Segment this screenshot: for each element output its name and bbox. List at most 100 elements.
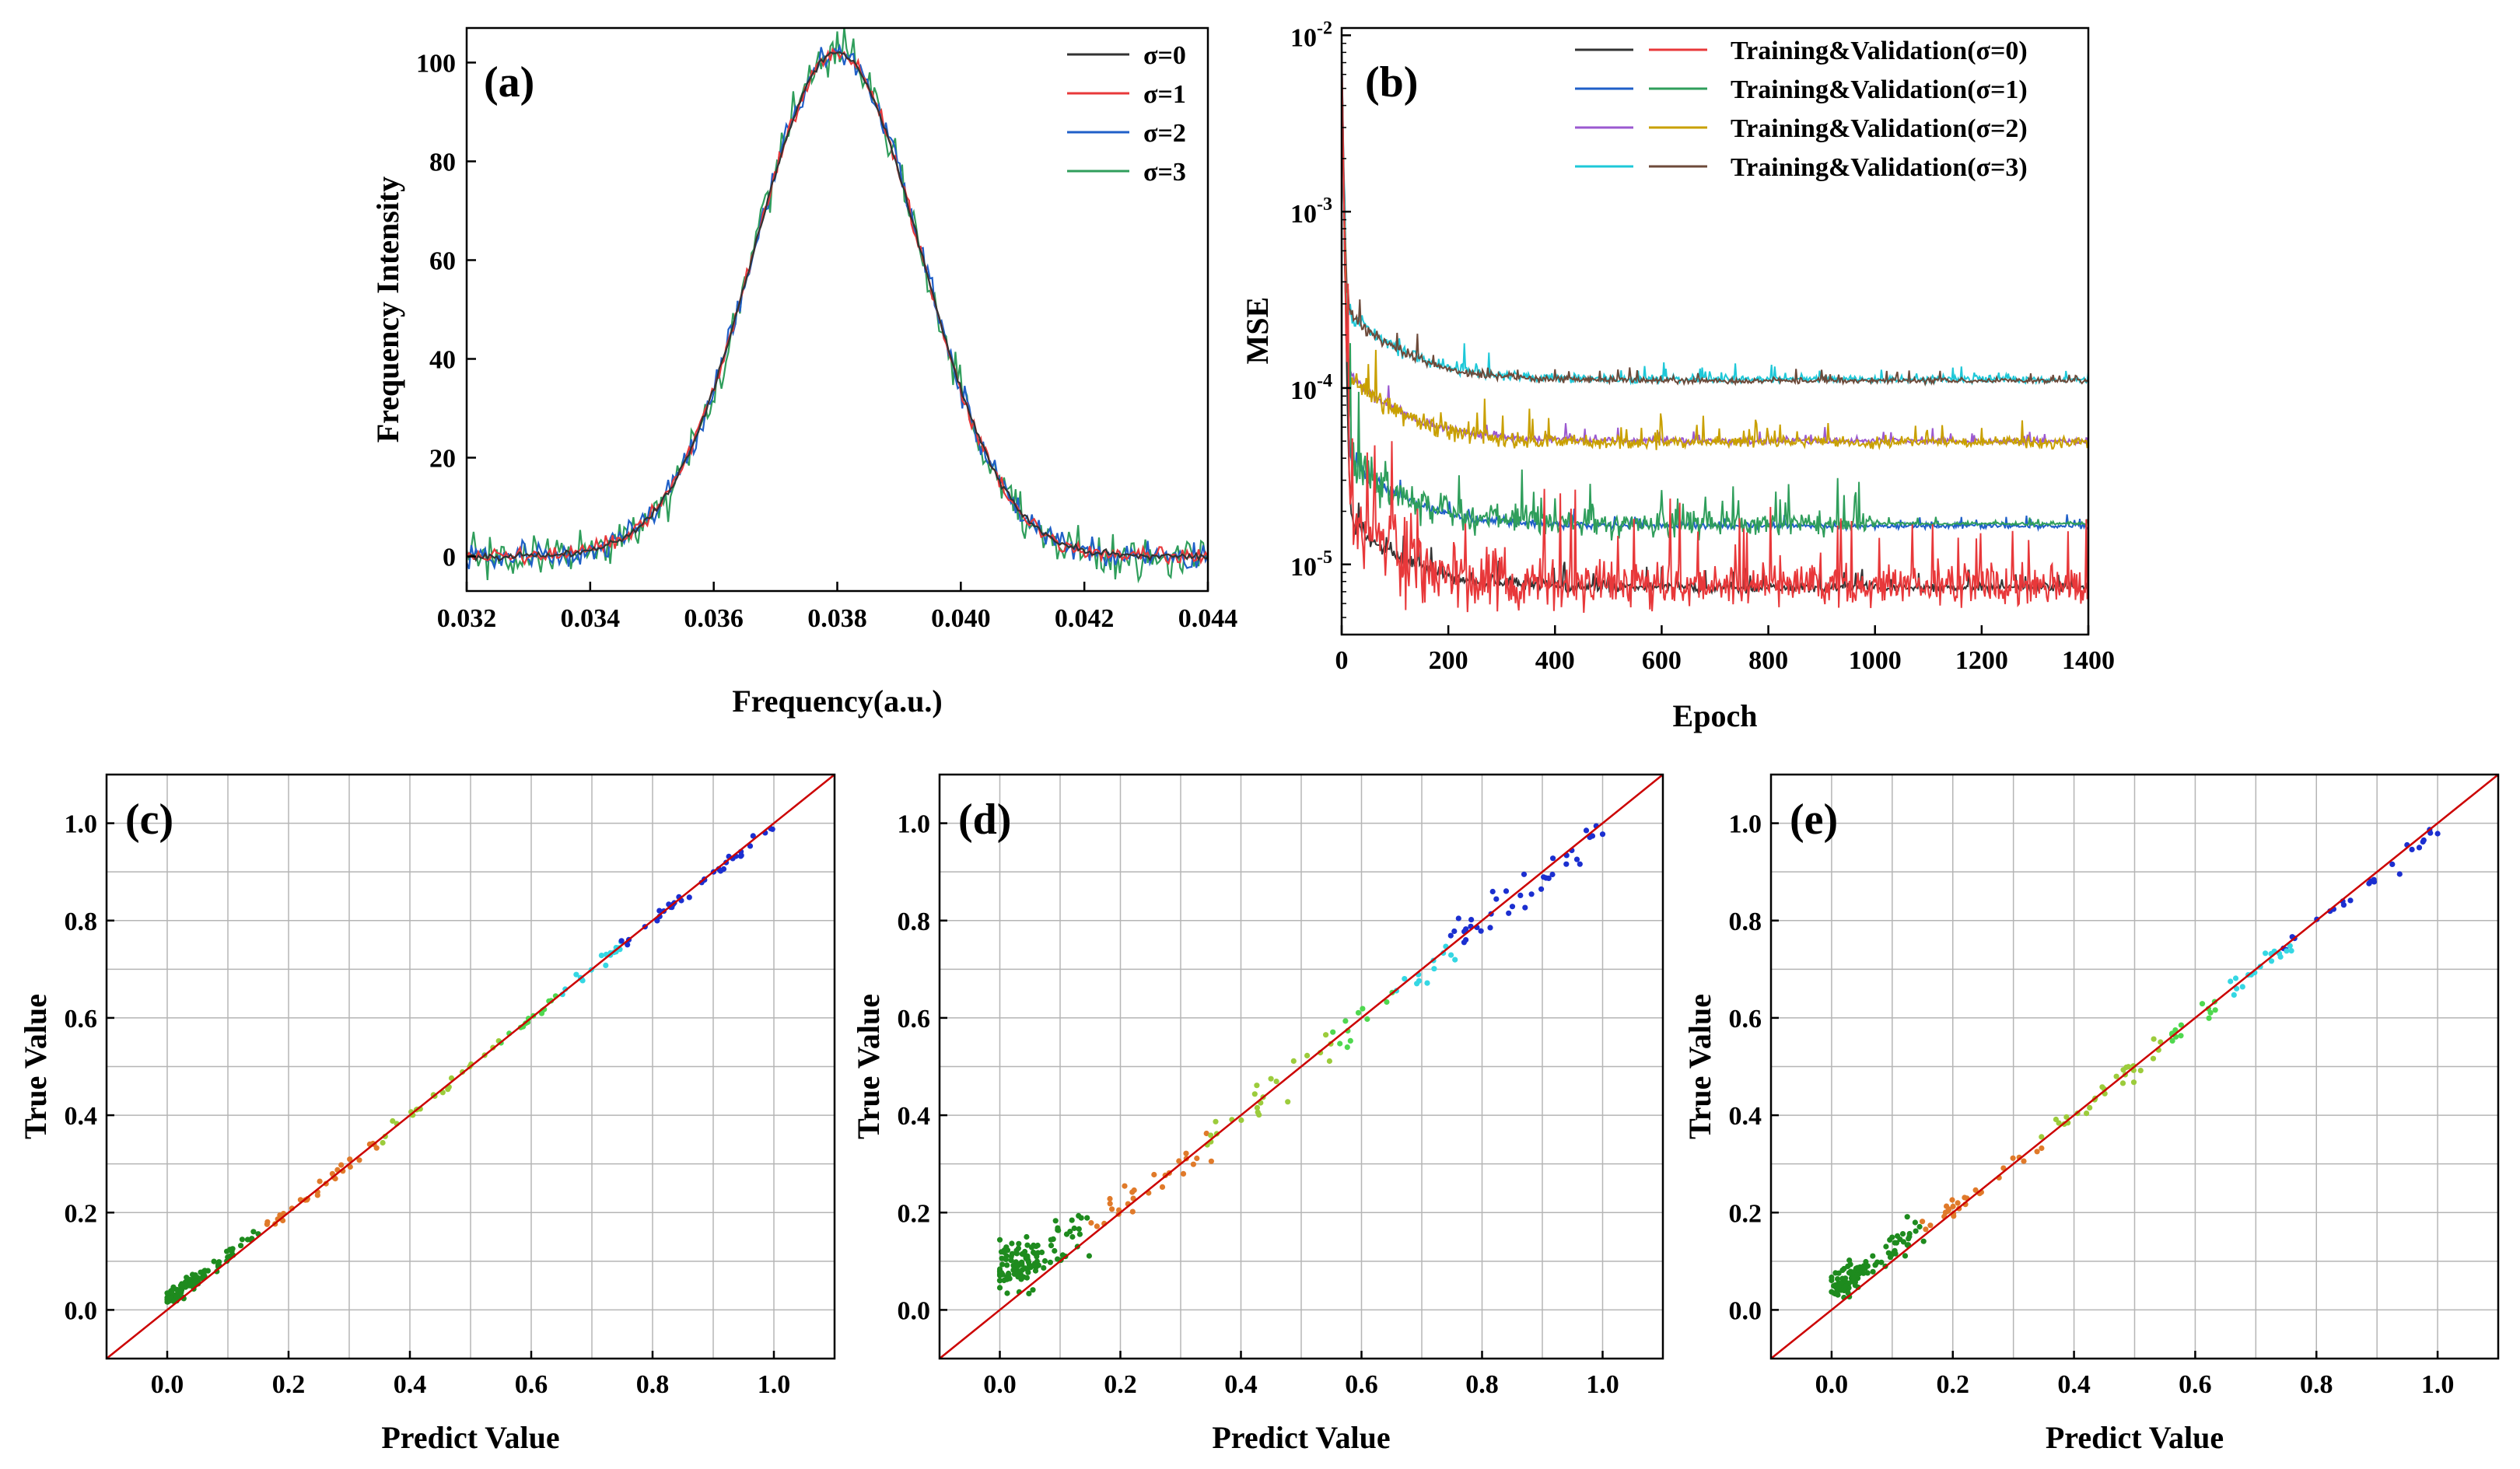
scatter-point <box>996 1278 1003 1284</box>
y-tick-label: 0 <box>443 544 456 572</box>
scatter-point <box>1107 1201 1113 1207</box>
scatter-point <box>1902 1253 1909 1259</box>
scatter-point <box>201 1270 207 1276</box>
scatter-point <box>1129 1208 1136 1215</box>
scatter-point <box>250 1229 257 1235</box>
scatter-point <box>1874 1259 1881 1265</box>
scatter-point <box>1034 1242 1041 1249</box>
scatter-point <box>1004 1262 1010 1268</box>
scatter-point <box>1041 1264 1047 1271</box>
scatter-point <box>2347 897 2354 904</box>
scatter-point <box>1010 1262 1017 1268</box>
x-axis-title: Predict Value <box>381 1420 559 1455</box>
loss-line-1 <box>1342 47 2088 387</box>
scatter-point <box>1208 1132 1214 1138</box>
scatter-point <box>1344 1044 1350 1051</box>
scatter-point <box>1891 1249 1897 1255</box>
legend-label: Training&Validation(σ=0) <box>1731 37 2028 65</box>
scatter-point <box>1084 1215 1090 1221</box>
panel-label: (d) <box>958 796 1011 844</box>
scatter-point <box>1213 1118 1219 1124</box>
scatter-point <box>166 1295 173 1301</box>
tick-exponent: -3 <box>1317 194 1332 215</box>
scatter-point <box>1001 1249 1007 1255</box>
legend-label: Training&Validation(σ=2) <box>1731 114 2028 143</box>
scatter-point <box>2125 1064 2132 1070</box>
scatter-point <box>2120 1067 2126 1073</box>
scatter-point <box>380 1139 386 1146</box>
scatter-point <box>2169 1037 2175 1044</box>
scatter-point <box>317 1178 323 1184</box>
scatter-point <box>192 1272 198 1278</box>
scatter-point <box>356 1157 362 1163</box>
scatter-point <box>338 1162 345 1168</box>
scatter-point <box>1360 1006 1366 1012</box>
scatter-point <box>2063 1114 2070 1120</box>
scatter-point <box>1034 1250 1041 1256</box>
y-tick-label: 0.8 <box>1729 908 1762 936</box>
y-tick-label: 10-4 <box>1290 371 1332 405</box>
scatter-point <box>1030 1287 1036 1293</box>
legend-label: σ=1 <box>1143 80 1186 109</box>
y-tick-label: 1.0 <box>65 810 98 839</box>
scatter-point <box>2263 950 2269 957</box>
y-tick-label: 1.0 <box>1729 810 1762 839</box>
x-tick-label: 0.036 <box>684 604 744 633</box>
panel-e: 0.0 0.0 0.2 0.2 0.4 0.4 0.6 0.6 0.8 0.8 1.0 1.0 Pred… <box>1682 773 2500 1455</box>
scatter-point <box>2039 1134 2045 1140</box>
scatter-point <box>737 853 744 859</box>
scatter-point <box>686 894 692 901</box>
scatter-point <box>2021 1158 2027 1164</box>
scatter-point <box>1944 1203 1950 1209</box>
plot-frame <box>938 773 1664 1360</box>
scatter-point <box>2034 1149 2040 1155</box>
y-tick-label: 100 <box>416 49 456 78</box>
scatter-point <box>2284 948 2290 954</box>
scatter-point <box>390 1117 396 1124</box>
scatter-point <box>1190 1161 1196 1167</box>
scatter-point <box>1887 1254 1894 1261</box>
scatter-point <box>2212 1007 2218 1013</box>
scatter-point <box>999 1271 1006 1278</box>
plot-frame <box>1340 26 2090 636</box>
x-tick-label: 0.4 <box>1224 1370 1258 1399</box>
y-tick-label: 10-3 <box>1290 194 1332 229</box>
x-tick-label: 0.038 <box>807 604 867 633</box>
scatter-point <box>1076 1226 1082 1232</box>
x-tick-label: 0.044 <box>1178 604 1238 633</box>
scatter-point <box>227 1247 233 1253</box>
x-tick-label: 400 <box>1535 646 1575 675</box>
scatter-point <box>1194 1155 1200 1162</box>
x-tick-label: 1.0 <box>2421 1370 2455 1399</box>
x-tick-label: 0.2 <box>1104 1370 1137 1399</box>
scatter-point <box>1071 1225 1077 1232</box>
scatter-point <box>1238 1117 1244 1124</box>
scatter-point <box>1863 1258 1869 1265</box>
scatter-point <box>1854 1264 1860 1271</box>
scatter-point <box>1086 1253 1092 1259</box>
scatter-point <box>1254 1083 1260 1089</box>
scatter-point <box>1904 1214 1910 1220</box>
scatter-point <box>1055 1256 1061 1262</box>
scatter-point <box>1599 831 1606 838</box>
scatter-point <box>264 1221 270 1227</box>
scatter-point <box>1503 888 1510 894</box>
scatter-point <box>1009 1250 1015 1257</box>
scatter-point <box>1013 1250 1020 1257</box>
scatter-point <box>2119 1080 2126 1086</box>
scatter-point <box>1323 1032 1329 1038</box>
grid <box>939 774 1664 1359</box>
x-axis-title: Predict Value <box>1212 1420 1390 1455</box>
y-axis-title: MSE <box>1240 297 1275 365</box>
scatter-point <box>1402 976 1408 982</box>
scatter-point <box>1183 1150 1189 1156</box>
x-tick-label: 0.0 <box>1815 1370 1849 1399</box>
scatter-point <box>347 1163 353 1170</box>
scatter-point <box>1883 1243 1889 1250</box>
scatter-point <box>1927 1222 1934 1229</box>
tick-exponent: -4 <box>1317 371 1332 391</box>
y-tick-label: 0.0 <box>65 1296 98 1325</box>
scatter-point <box>2178 1033 2184 1039</box>
x-tick-label: 0 <box>1335 646 1349 675</box>
scatter-point <box>1131 1187 1137 1194</box>
